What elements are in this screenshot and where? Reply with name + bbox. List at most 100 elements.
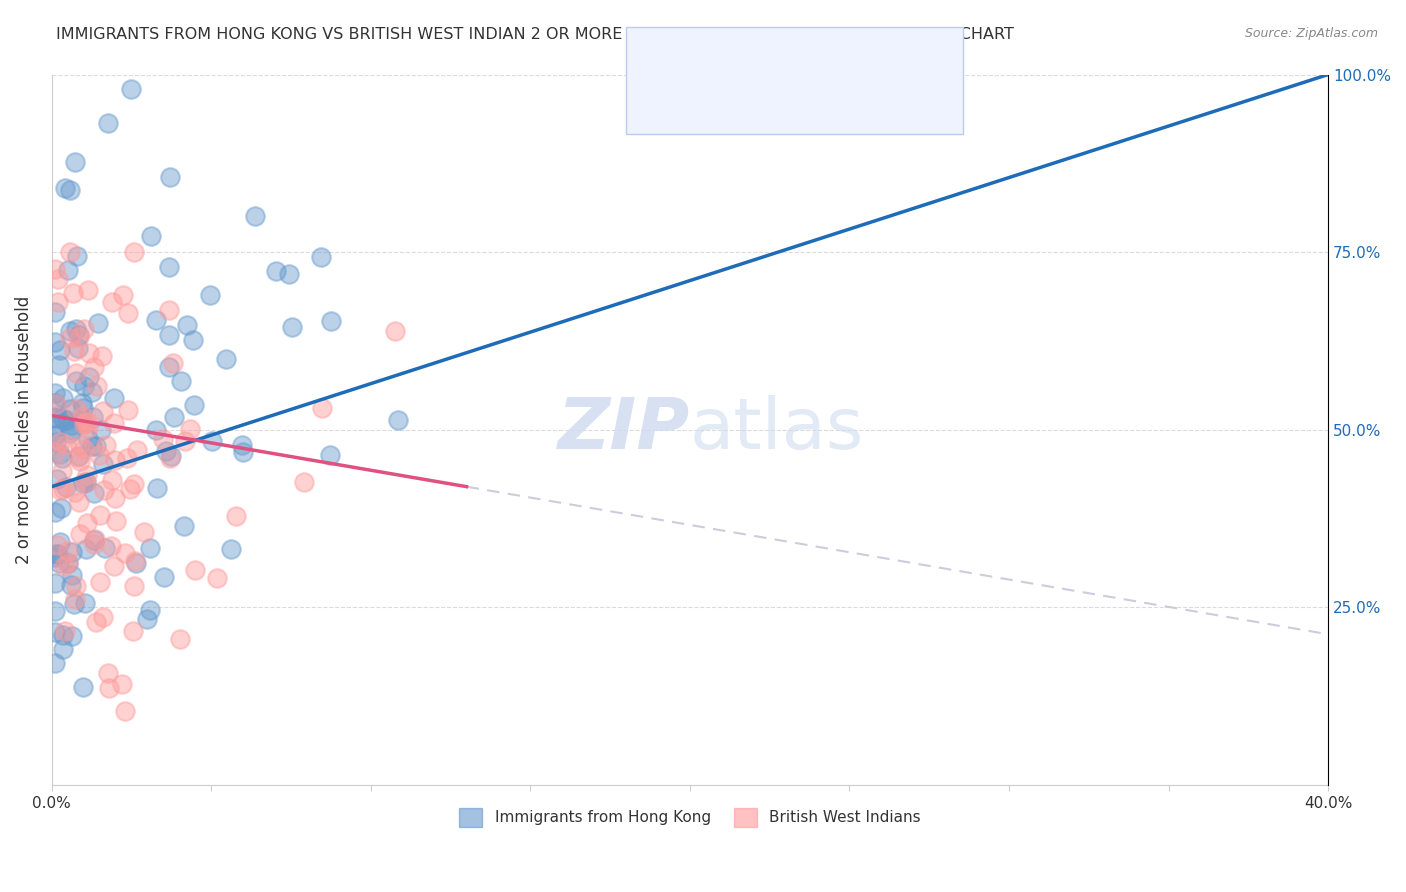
Point	[67, 329, 90, 343]
Point	[157, 303, 180, 318]
Point	[49, 535, 72, 549]
Point	[58, 556, 80, 570]
Point	[183, 563, 205, 577]
Point	[65, 579, 87, 593]
Point	[82, 385, 104, 400]
Point	[60, 567, 83, 582]
Point	[111, 677, 134, 691]
Point	[55, 437, 77, 451]
Point	[44, 505, 66, 519]
Point	[66, 450, 89, 464]
Point	[44, 409, 66, 424]
Point	[117, 402, 139, 417]
Point	[44, 305, 66, 319]
Point	[122, 624, 145, 638]
Point	[278, 267, 301, 281]
Point	[77, 346, 100, 360]
Point	[75, 475, 97, 490]
Point	[84, 532, 107, 546]
Point	[44, 429, 66, 443]
Point	[94, 438, 117, 452]
Point	[62, 286, 84, 301]
Point	[225, 509, 247, 524]
Point	[104, 491, 127, 505]
Text: R = 0.340   N = 112: R = 0.340 N = 112	[661, 52, 842, 70]
Point	[159, 169, 181, 184]
Point	[321, 314, 343, 328]
Point	[75, 542, 97, 557]
Point	[183, 398, 205, 412]
Point	[59, 401, 82, 416]
Point	[127, 443, 149, 458]
Point	[86, 379, 108, 393]
Point	[51, 411, 73, 425]
Point	[387, 413, 409, 427]
Point	[69, 454, 91, 468]
Point	[53, 624, 76, 639]
Point	[59, 245, 82, 260]
Point	[91, 403, 114, 417]
Point	[115, 450, 138, 465]
Point	[309, 250, 332, 264]
Point	[176, 318, 198, 332]
Point	[170, 375, 193, 389]
Point	[100, 539, 122, 553]
Point	[83, 533, 105, 548]
Point	[91, 457, 114, 471]
Point	[169, 632, 191, 647]
Point	[70, 396, 93, 410]
Point	[90, 423, 112, 437]
Point	[45, 548, 67, 562]
Point	[91, 349, 114, 363]
Point	[48, 556, 70, 570]
Point	[56, 556, 79, 570]
Point	[49, 448, 72, 462]
Point	[114, 704, 136, 718]
Point	[60, 423, 83, 437]
Point	[384, 324, 406, 338]
Point	[48, 435, 70, 450]
Point	[281, 320, 304, 334]
Point	[45, 435, 67, 450]
Point	[163, 409, 186, 424]
Point	[62, 597, 84, 611]
Point	[63, 485, 86, 500]
Point	[122, 477, 145, 491]
Point	[139, 603, 162, 617]
Point	[179, 421, 201, 435]
Point	[45, 397, 67, 411]
Point	[65, 375, 87, 389]
Point	[66, 249, 89, 263]
Point	[83, 536, 105, 550]
Point	[93, 483, 115, 498]
Point	[152, 432, 174, 446]
Point	[101, 473, 124, 487]
Point	[73, 378, 96, 392]
Point	[75, 416, 97, 430]
Point	[67, 495, 90, 509]
Point	[45, 472, 67, 486]
Point	[44, 625, 66, 640]
Point	[44, 411, 66, 425]
Point	[221, 542, 243, 557]
Point	[52, 413, 75, 427]
Point	[311, 401, 333, 416]
Point	[69, 438, 91, 452]
Point	[145, 313, 167, 327]
Point	[44, 445, 66, 459]
Point	[51, 450, 73, 465]
Point	[60, 418, 83, 433]
Point	[94, 541, 117, 555]
Point	[44, 604, 66, 618]
Point	[69, 527, 91, 541]
Point	[53, 181, 76, 195]
Point	[44, 396, 66, 410]
Point	[44, 575, 66, 590]
Point	[231, 438, 253, 452]
Point	[91, 609, 114, 624]
Point	[162, 356, 184, 370]
Point	[55, 413, 77, 427]
Point	[49, 483, 72, 497]
Point	[70, 414, 93, 428]
Point	[63, 155, 86, 169]
